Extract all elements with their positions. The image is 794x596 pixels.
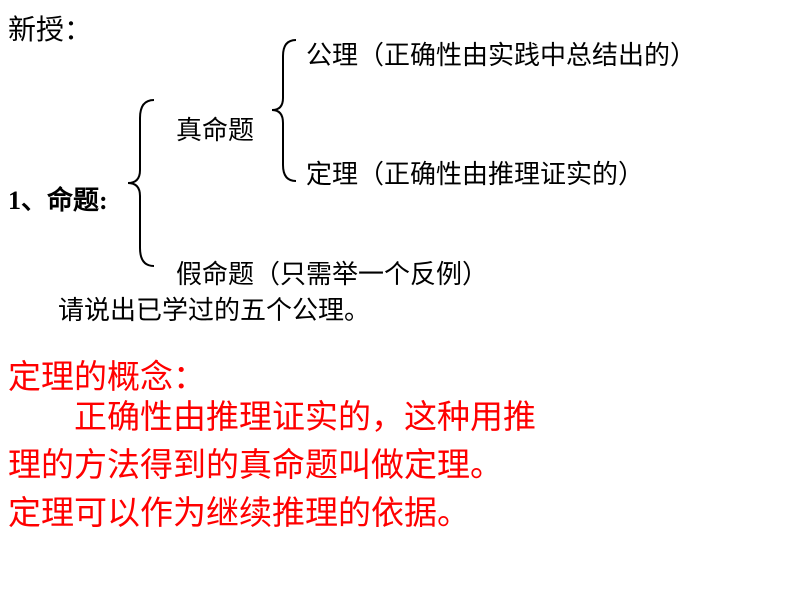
main-label: 1、命题:	[8, 180, 108, 217]
main-brace-icon	[126, 98, 156, 268]
concept-heading: 定理的概念：	[8, 350, 206, 398]
sub-brace-icon	[270, 38, 298, 183]
true-proposition-label: 真命题	[176, 110, 254, 147]
false-proposition-label: 假命题（只需举一个反例）	[176, 254, 488, 291]
proposition-diagram: 1、命题: 真命题 公理（正确性由实践中总结出的） 定理（正确性由推理证实的） …	[8, 20, 788, 290]
axiom-label: 公理（正确性由实践中总结出的）	[306, 35, 696, 72]
theorem-label: 定理（正确性由推理证实的）	[306, 154, 644, 191]
question-text: 请说出已学过的五个公理。	[58, 290, 370, 327]
concept-line1: 正确性由推理证实的，这种用推	[74, 400, 536, 436]
concept-line3: 定理可以作为继续推理的依据。	[8, 496, 470, 532]
concept-body: 正确性由推理证实的，这种用推 理的方法得到的真命题叫做定理。 定理可以作为继续推…	[8, 395, 788, 539]
concept-line2: 理的方法得到的真命题叫做定理。	[8, 448, 503, 484]
